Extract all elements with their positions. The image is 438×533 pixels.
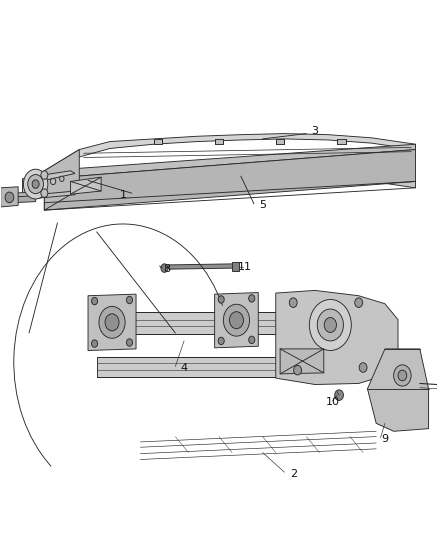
- Circle shape: [249, 336, 255, 344]
- Circle shape: [60, 176, 64, 181]
- Polygon shape: [215, 139, 223, 144]
- Circle shape: [28, 174, 43, 193]
- Polygon shape: [35, 171, 75, 181]
- Polygon shape: [44, 150, 79, 210]
- Circle shape: [92, 297, 98, 305]
- Circle shape: [289, 298, 297, 308]
- Polygon shape: [232, 262, 239, 271]
- Text: 9: 9: [381, 434, 389, 445]
- Text: 11: 11: [238, 262, 252, 271]
- Polygon shape: [280, 349, 324, 374]
- Circle shape: [317, 309, 343, 341]
- Circle shape: [50, 178, 56, 184]
- Circle shape: [398, 370, 407, 381]
- Polygon shape: [71, 177, 101, 194]
- Circle shape: [218, 337, 224, 345]
- Text: 4: 4: [180, 362, 187, 373]
- Polygon shape: [276, 290, 398, 384]
- Polygon shape: [367, 349, 428, 431]
- Circle shape: [127, 296, 133, 304]
- Circle shape: [5, 192, 14, 203]
- Circle shape: [32, 180, 39, 188]
- Polygon shape: [169, 264, 234, 269]
- Polygon shape: [1, 196, 35, 203]
- Text: 8: 8: [163, 264, 170, 274]
- Circle shape: [41, 189, 48, 197]
- Polygon shape: [22, 171, 44, 200]
- Circle shape: [394, 365, 411, 386]
- Polygon shape: [97, 357, 387, 377]
- Polygon shape: [88, 294, 136, 351]
- Text: 2: 2: [290, 469, 297, 479]
- Circle shape: [359, 363, 367, 372]
- Polygon shape: [44, 171, 416, 210]
- Polygon shape: [1, 192, 35, 199]
- Polygon shape: [215, 293, 258, 348]
- Circle shape: [92, 340, 98, 348]
- Polygon shape: [44, 144, 416, 179]
- Circle shape: [324, 318, 336, 333]
- Polygon shape: [35, 191, 75, 198]
- Circle shape: [23, 169, 48, 199]
- Circle shape: [223, 304, 250, 336]
- Circle shape: [335, 390, 343, 400]
- Circle shape: [99, 306, 125, 338]
- Polygon shape: [1, 187, 18, 207]
- Polygon shape: [276, 139, 285, 144]
- Circle shape: [127, 339, 133, 346]
- Circle shape: [293, 366, 301, 375]
- Circle shape: [355, 298, 363, 308]
- Polygon shape: [97, 312, 387, 334]
- Polygon shape: [337, 139, 346, 144]
- Circle shape: [218, 296, 224, 303]
- Text: 3: 3: [311, 126, 318, 136]
- Text: 10: 10: [325, 397, 339, 407]
- Polygon shape: [44, 134, 416, 179]
- Circle shape: [161, 264, 168, 272]
- Text: 5: 5: [259, 200, 266, 211]
- Circle shape: [105, 314, 119, 331]
- Text: 1: 1: [120, 190, 127, 200]
- Circle shape: [309, 300, 351, 351]
- Circle shape: [249, 295, 255, 302]
- Circle shape: [41, 171, 48, 179]
- Circle shape: [230, 312, 244, 329]
- Polygon shape: [153, 139, 162, 144]
- Polygon shape: [44, 150, 416, 210]
